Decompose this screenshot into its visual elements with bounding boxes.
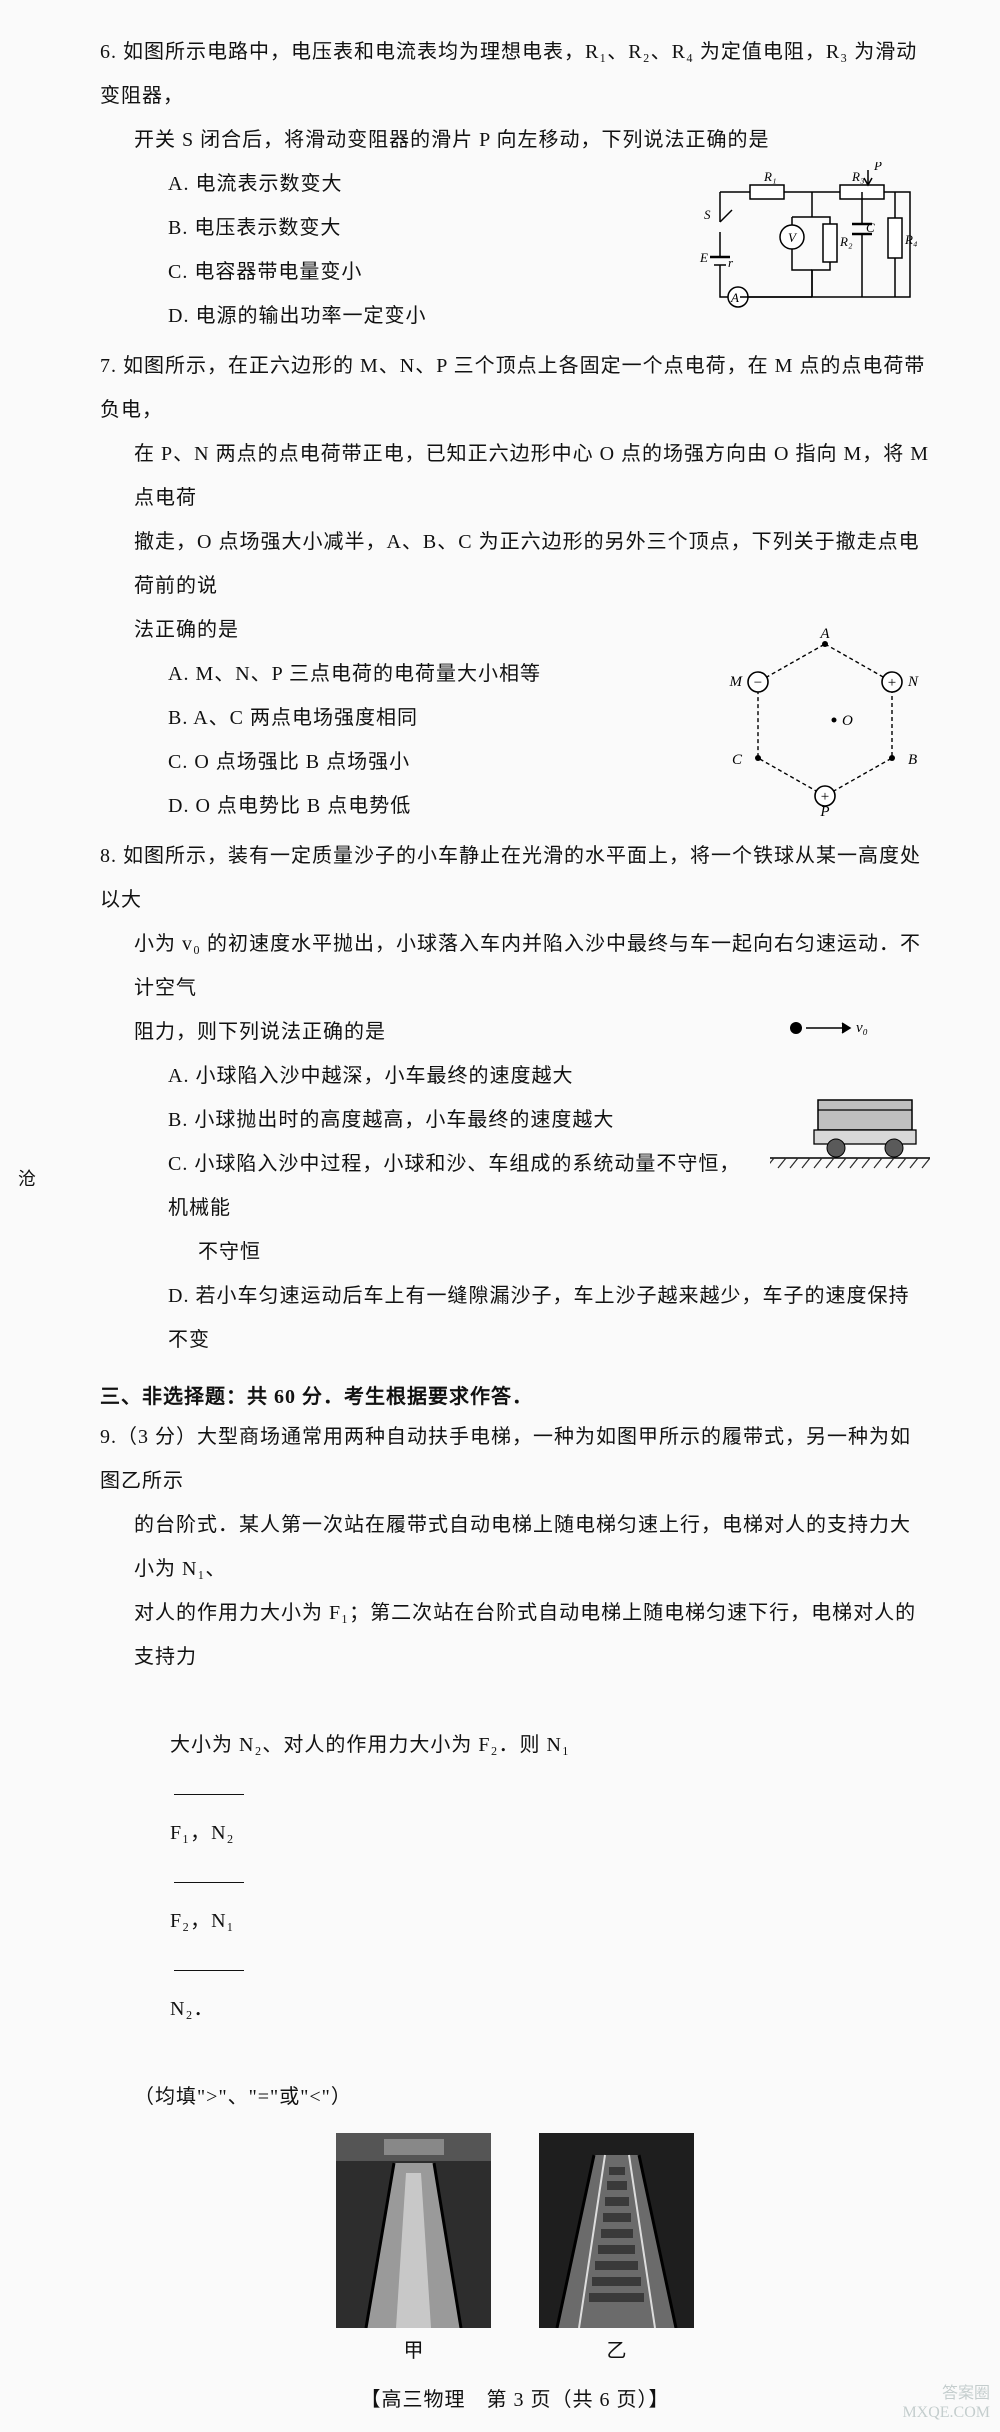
section-3-header: 三、非选择题：共 60 分．考生根据要求作答． — [100, 1380, 930, 1409]
page-footer: 【高三物理 第 3 页（共 6 页）】 — [100, 2383, 930, 2412]
watermark-line2: MXQE.COM — [902, 2403, 990, 2422]
svg-text:M: M — [729, 674, 744, 690]
q9-blanks-prefix: 大小为 N₂、对人的作用力大小为 F₂．则 N₁ — [170, 1734, 570, 1756]
q9-blanks-mid1: F₁，N₂ — [170, 1822, 235, 1844]
q9-blanks-line: 大小为 N₂、对人的作用力大小为 F₂．则 N₁ F₁，N₂ F₂，N₁ N₂． — [100, 1679, 930, 2075]
label-r3: R₃ — [851, 169, 864, 184]
svg-text:A: A — [819, 626, 830, 642]
escalator-belt-icon — [336, 2133, 491, 2328]
question-7: 7. 如图所示，在正六边形的 M、N、P 三个顶点上各固定一个点电荷，在 M 点… — [100, 344, 930, 828]
q7-opt-b: B. A、C 两点电场强度相同 — [100, 696, 710, 740]
svg-text:B: B — [908, 752, 917, 768]
q7-opt-c: C. O 点场强比 B 点场强小 — [100, 740, 710, 784]
q8-stem-3: 阻力，则下列说法正确的是 — [100, 1010, 760, 1054]
q6-opt-a: A. 电流表示数变大 — [100, 162, 670, 206]
svg-text:+: + — [888, 675, 896, 691]
q9-photo-row: 甲 — [100, 2133, 930, 2363]
label-r1: R₁ — [763, 169, 776, 184]
label-r: r — [728, 255, 734, 270]
q6-circuit-diagram: R₁ R₃ P S E r A V R₂ C R₄ — [680, 162, 930, 327]
q9-blanks-suffix: N₂． — [170, 1998, 214, 2020]
q9-stem-3: 对人的作用力大小为 F₁；第二次站在台阶式自动电梯上随电梯匀速下行，电梯对人的支… — [100, 1591, 930, 1679]
question-6: 6. 如图所示电路中，电压表和电流表均为理想电表，R₁、R₂、R₄ 为定值电阻，… — [100, 30, 930, 338]
q6-stem-2: 开关 S 闭合后，将滑动变阻器的滑片 P 向左移动，下列说法正确的是 — [100, 118, 930, 162]
q7-opt-a: A. M、N、P 三点电荷的电荷量大小相等 — [100, 652, 710, 696]
q9-photo-left: 甲 — [336, 2133, 491, 2363]
q9-photo-right: 乙 — [539, 2133, 694, 2363]
q9-stem-2: 的台阶式．某人第一次站在履带式自动电梯上随电梯匀速上行，电梯对人的支持力大小为 … — [100, 1503, 930, 1591]
watermark-line1: 答案圈 — [902, 2384, 990, 2403]
label-c: C — [866, 220, 875, 235]
q8-opt-a: A. 小球陷入沙中越深，小车最终的速度越大 — [100, 1054, 760, 1098]
q8-opt-c2: 不守恒 — [100, 1230, 760, 1274]
label-s: S — [704, 207, 711, 222]
label-a: A — [730, 290, 739, 305]
q8-opt-c1: C. 小球陷入沙中过程，小球和沙、车组成的系统动量不守恒，机械能 — [100, 1142, 760, 1230]
question-8: 8. 如图所示，装有一定质量沙子的小车静止在光滑的水平面上，将一个铁球从某一高度… — [100, 834, 930, 1362]
label-r4: R₄ — [904, 232, 918, 247]
q7-opt-d: D. O 点电势比 B 点电势低 — [100, 784, 710, 828]
blank-3[interactable] — [174, 1952, 244, 1971]
label-r2: R₂ — [839, 234, 853, 249]
q8-stem-2: 小为 v₀ 的初速度水平抛出，小球落入车内并陷入沙中最终与车一起向右匀速运动．不… — [100, 922, 930, 1010]
q8-cart-diagram: v₀ — [770, 1014, 930, 1179]
svg-text:−: − — [754, 675, 762, 691]
q9-blanks-mid2: F₂，N₁ — [170, 1910, 235, 1932]
question-9: 9.（3 分）大型商场通常用两种自动扶手电梯，一种为如图甲所示的履带式，另一种为… — [100, 1415, 930, 2363]
q7-stem-2: 在 P、N 两点的点电荷带正电，已知正六边形中心 O 点的场强方向由 O 指向 … — [100, 432, 930, 520]
watermark: 答案圈 MXQE.COM — [902, 2384, 990, 2422]
q6-opt-c: C. 电容器带电量变小 — [100, 250, 670, 294]
q7-stem-3: 撤走，O 点场强大小减半，A、B、C 为正六边形的另外三个顶点，下列关于撤走点电… — [100, 520, 930, 608]
q8-stem-1: 8. 如图所示，装有一定质量沙子的小车静止在光滑的水平面上，将一个铁球从某一高度… — [100, 834, 930, 922]
q7-stem-4: 法正确的是 — [100, 608, 710, 652]
label-v0: v₀ — [856, 1020, 868, 1036]
q8-opt-b: B. 小球抛出时的高度越高，小车最终的速度越大 — [100, 1098, 760, 1142]
svg-text:C: C — [732, 752, 743, 768]
q6-opt-b: B. 电压表示数变大 — [100, 206, 670, 250]
label-e: E — [699, 250, 708, 265]
q9-stem-1: 9.（3 分）大型商场通常用两种自动扶手电梯，一种为如图甲所示的履带式，另一种为… — [100, 1415, 930, 1503]
q6-stem-1: 6. 如图所示电路中，电压表和电流表均为理想电表，R₁、R₂、R₄ 为定值电阻，… — [100, 30, 930, 118]
q6-opt-d: D. 电源的输出功率一定变小 — [100, 294, 670, 338]
q8-opt-d: D. 若小车匀速运动后车上有一缝隙漏沙子，车上沙子越来越少，车子的速度保持不变 — [100, 1274, 930, 1362]
q7-stem-1: 7. 如图所示，在正六边形的 M、N、P 三个顶点上各固定一个点电荷，在 M 点… — [100, 344, 930, 432]
label-p: P — [873, 162, 882, 173]
escalator-step-icon — [539, 2133, 694, 2328]
q7-hexagon-diagram: − + + A N B P C M O — [720, 626, 930, 821]
q9-caption-right: 乙 — [607, 2334, 627, 2363]
svg-text:N: N — [907, 674, 919, 690]
svg-text:+: + — [821, 789, 829, 805]
margin-note: 沧 — [18, 1165, 36, 1191]
blank-1[interactable] — [174, 1776, 244, 1795]
q9-caption-left: 甲 — [404, 2334, 424, 2363]
svg-text:P: P — [819, 804, 829, 816]
q9-hint: （均填">"、"="或"<"） — [100, 2075, 930, 2119]
label-o: O — [842, 713, 853, 729]
blank-2[interactable] — [174, 1864, 244, 1883]
